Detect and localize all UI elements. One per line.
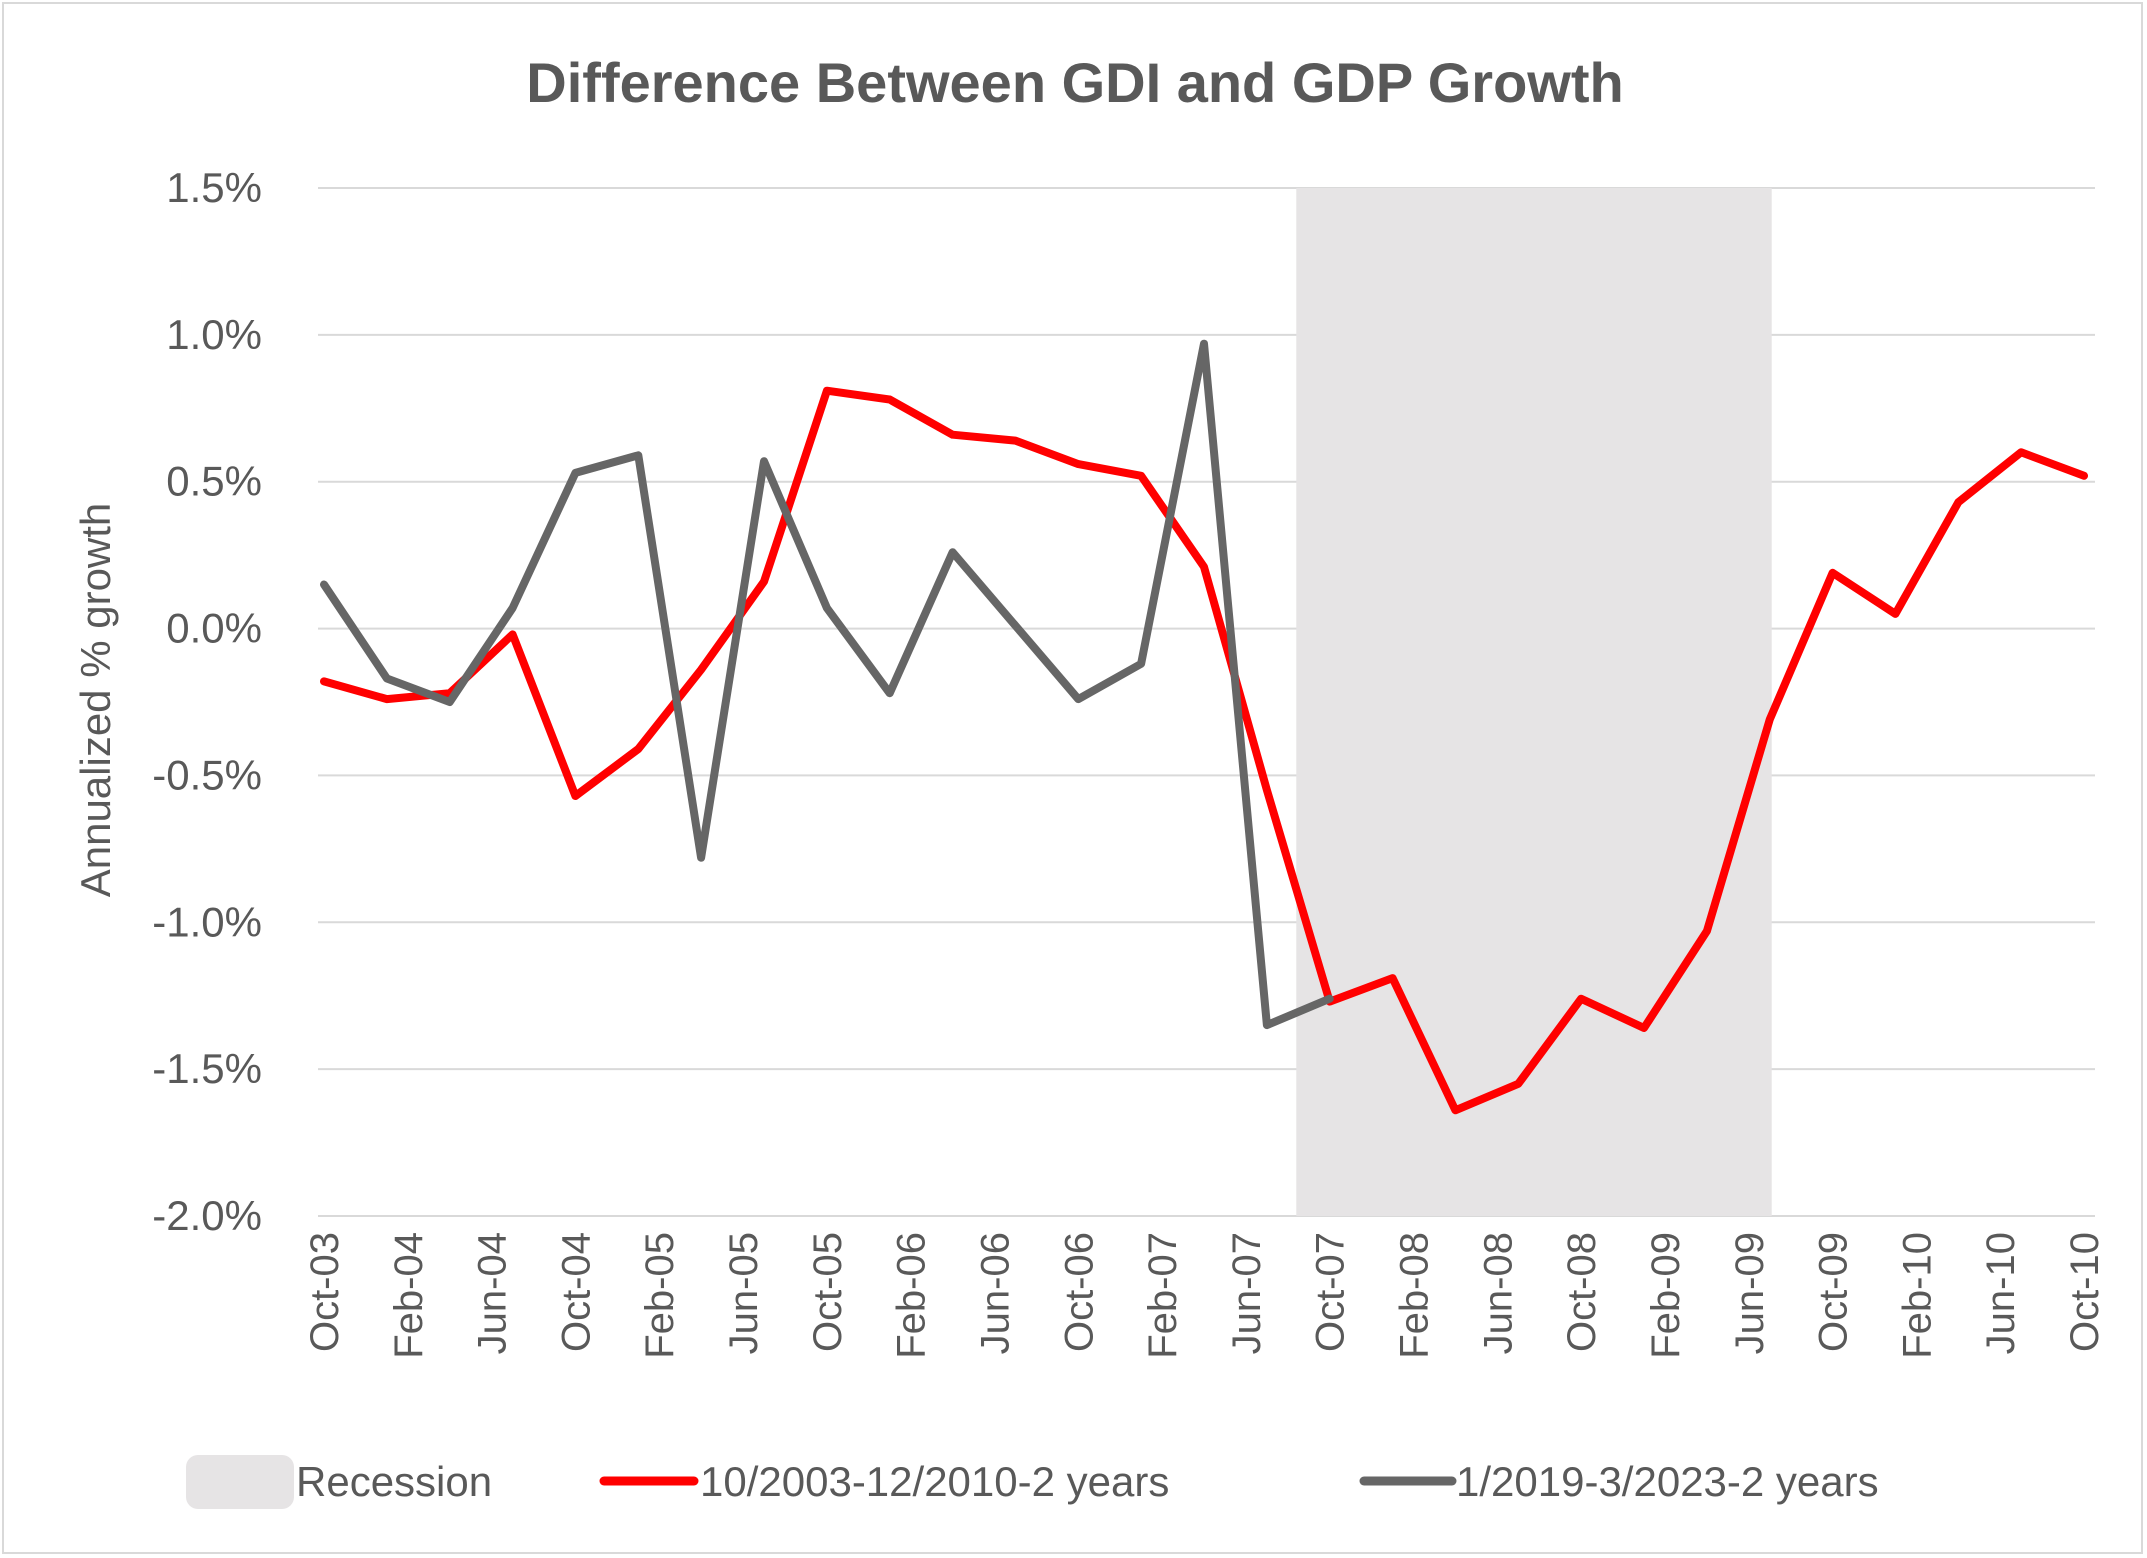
series-layer	[320, 339, 2088, 1115]
x-tick-label: Feb-07	[1141, 1232, 1185, 1359]
y-tick-label: 0.0%	[166, 605, 262, 652]
x-tick-label: Oct-05	[806, 1232, 850, 1352]
x-tick-label: Oct-06	[1057, 1232, 1101, 1352]
recession-layer	[1296, 188, 1772, 1216]
x-tick-label: Jun-08	[1476, 1232, 1520, 1354]
x-tick-label: Feb-06	[890, 1232, 934, 1359]
x-tick-label: Oct-09	[1812, 1232, 1856, 1352]
legend-label-series-1: 10/2003-12/2010-2 years	[700, 1458, 1169, 1505]
x-tick-label: Oct-07	[1309, 1232, 1353, 1352]
x-axis-ticks: Oct-03 Feb-04 Jun-04 Oct-04 Feb-05 Jun-05 Oct-…	[303, 1232, 2107, 1359]
x-tick-label: Oct-08	[1560, 1232, 1604, 1352]
gridlines	[318, 187, 2095, 1217]
recession-band	[1296, 188, 1772, 1216]
y-tick-label: -0.5%	[152, 751, 262, 798]
x-tick-label: Feb-08	[1393, 1232, 1437, 1359]
y-tick-label: -1.5%	[152, 1045, 262, 1092]
chart-title: Difference Between GDI and GDP Growth	[526, 51, 1623, 114]
x-tick-label: Oct-04	[554, 1232, 598, 1352]
x-tick-label: Oct-03	[303, 1232, 347, 1352]
y-axis-label: Annualized % growth	[72, 503, 119, 898]
x-tick-label: Jun-09	[1728, 1232, 1772, 1354]
series-line-1	[320, 386, 2088, 1115]
x-tick-label: Feb-04	[387, 1232, 431, 1359]
y-axis-ticks: 1.5% 1.0% 0.5% 0.0% -0.5% -1.0% -1.5% -2.0%	[152, 164, 262, 1239]
legend-label-recession: Recession	[296, 1458, 492, 1505]
x-tick-label: Oct-10	[2063, 1232, 2107, 1352]
y-tick-label: -2.0%	[152, 1192, 262, 1239]
y-tick-label: -1.0%	[152, 898, 262, 945]
x-tick-label: Jun-05	[722, 1232, 766, 1354]
x-tick-label: Jun-04	[471, 1232, 515, 1354]
x-tick-label: Feb-10	[1895, 1232, 1939, 1359]
legend-label-series-2: 1/2019-3/2023-2 years	[1456, 1458, 1879, 1505]
legend-swatch-recession	[186, 1455, 294, 1509]
legend: Recession 10/2003-12/2010-2 years 1/2019-3…	[186, 1455, 1879, 1509]
x-tick-label: Feb-05	[638, 1232, 682, 1359]
y-tick-label: 1.5%	[166, 164, 262, 211]
x-tick-label: Jun-06	[973, 1232, 1017, 1354]
x-tick-label: Jun-10	[1979, 1232, 2023, 1354]
y-tick-label: 0.5%	[166, 458, 262, 505]
y-tick-label: 1.0%	[166, 311, 262, 358]
x-tick-label: Jun-07	[1225, 1232, 1269, 1354]
x-tick-label: Feb-09	[1644, 1232, 1688, 1359]
